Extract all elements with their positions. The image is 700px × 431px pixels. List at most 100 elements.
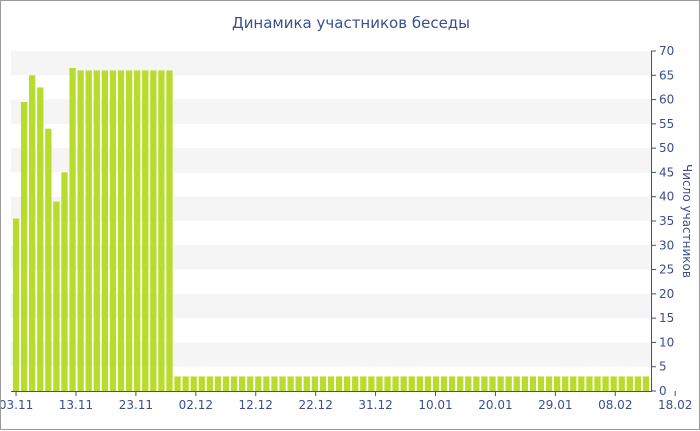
bar bbox=[408, 376, 415, 391]
bar bbox=[20, 102, 28, 391]
bar bbox=[327, 376, 335, 391]
y-axis-title: Число участников bbox=[680, 164, 694, 278]
bar bbox=[626, 376, 633, 391]
bar bbox=[37, 87, 44, 392]
bar bbox=[198, 376, 205, 391]
bar bbox=[166, 70, 173, 392]
bar bbox=[376, 376, 383, 391]
grid-band bbox=[11, 342, 651, 367]
x-tick-label: 13.11 bbox=[59, 398, 93, 412]
bar bbox=[570, 376, 577, 391]
bar bbox=[513, 376, 520, 391]
bar bbox=[142, 70, 149, 392]
bar bbox=[497, 376, 504, 391]
bar bbox=[319, 376, 327, 391]
bar bbox=[594, 376, 601, 391]
y-tick-label: 10 bbox=[659, 335, 674, 349]
y-tick-label: 40 bbox=[659, 190, 674, 204]
bar bbox=[182, 376, 189, 391]
bar bbox=[465, 376, 472, 391]
bar bbox=[61, 172, 68, 391]
bar bbox=[489, 376, 496, 391]
y-tick-label: 50 bbox=[659, 141, 674, 155]
y-tick-label: 55 bbox=[659, 117, 674, 131]
x-tick-label: 10.01 bbox=[418, 398, 452, 412]
grid-band bbox=[11, 148, 651, 173]
grid-band bbox=[11, 196, 651, 221]
x-tick-label: 02.12 bbox=[179, 398, 213, 412]
bar bbox=[481, 376, 488, 391]
x-tick-label: 23.11 bbox=[119, 398, 153, 412]
bar bbox=[85, 70, 92, 392]
bar bbox=[303, 376, 310, 391]
bar bbox=[117, 70, 125, 392]
bar bbox=[432, 376, 440, 391]
y-tick-label: 70 bbox=[659, 44, 674, 58]
x-tick-label: 08.02 bbox=[598, 398, 632, 412]
bar bbox=[311, 376, 318, 391]
bar bbox=[642, 376, 650, 391]
chart-title: Динамика участников беседы bbox=[231, 14, 471, 32]
bar bbox=[230, 376, 238, 391]
bar bbox=[618, 376, 625, 391]
bar bbox=[45, 128, 52, 391]
bar bbox=[101, 70, 109, 392]
x-tick-label: 22.12 bbox=[298, 398, 332, 412]
bar bbox=[53, 201, 60, 391]
y-tick-label: 30 bbox=[659, 238, 674, 252]
bar bbox=[360, 376, 367, 391]
y-tick-label: 0 bbox=[659, 384, 667, 398]
bar bbox=[634, 376, 642, 391]
y-tick-label: 20 bbox=[659, 287, 674, 301]
bar bbox=[29, 75, 36, 391]
bar bbox=[77, 70, 84, 392]
x-tick-label: 03.11 bbox=[1, 398, 33, 412]
bar bbox=[457, 376, 464, 391]
bar bbox=[287, 376, 294, 391]
bar bbox=[586, 376, 593, 391]
bar bbox=[255, 376, 262, 391]
bar bbox=[578, 376, 585, 391]
bar bbox=[368, 376, 375, 391]
bar bbox=[222, 376, 230, 391]
y-tick-label: 60 bbox=[659, 93, 674, 107]
bar bbox=[553, 376, 561, 391]
bar bbox=[521, 376, 528, 391]
bar bbox=[93, 70, 100, 392]
bar bbox=[473, 376, 480, 391]
y-tick-label: 15 bbox=[659, 311, 674, 325]
bar bbox=[610, 376, 617, 391]
x-tick-label: 18.02 bbox=[658, 398, 692, 412]
bar bbox=[12, 218, 20, 391]
bar bbox=[206, 376, 214, 391]
y-tick-label: 25 bbox=[659, 263, 674, 277]
bar bbox=[545, 376, 553, 391]
bar bbox=[247, 376, 254, 391]
y-tick-label: 5 bbox=[659, 360, 667, 374]
bar bbox=[562, 376, 569, 391]
bar bbox=[416, 376, 423, 391]
bar bbox=[602, 376, 609, 391]
bar bbox=[174, 376, 181, 391]
x-tick-label: 29.01 bbox=[538, 398, 572, 412]
grid-band bbox=[11, 51, 651, 76]
bar bbox=[263, 376, 270, 391]
bar bbox=[505, 376, 512, 391]
bar bbox=[448, 376, 456, 391]
bar bbox=[158, 70, 165, 392]
bar bbox=[190, 376, 197, 391]
bar bbox=[537, 376, 545, 391]
bar bbox=[150, 70, 157, 392]
bar bbox=[279, 376, 286, 391]
bar bbox=[400, 376, 407, 391]
bar bbox=[384, 376, 391, 391]
bar bbox=[214, 376, 222, 391]
bar bbox=[271, 376, 278, 391]
bar bbox=[352, 376, 359, 391]
bar bbox=[69, 68, 76, 391]
bar bbox=[335, 376, 343, 391]
y-tick-label: 65 bbox=[659, 68, 674, 82]
y-tick-label: 45 bbox=[659, 165, 674, 179]
